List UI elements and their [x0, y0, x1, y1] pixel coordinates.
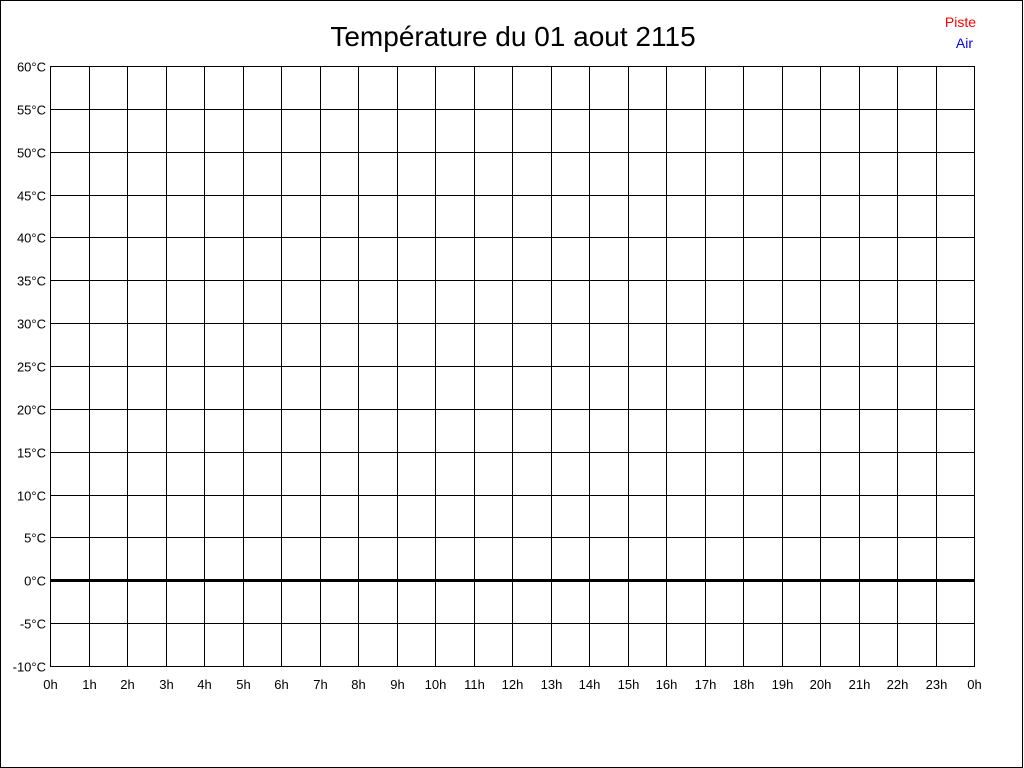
x-tick-label: 11h	[464, 677, 485, 692]
y-axis: 60°C 55°C 50°C 45°C 40°C 35°C 30°C 25°C 20°C 15°C…	[13, 60, 46, 675]
x-tick-label: 8h	[351, 677, 365, 692]
y-tick-label: 60°C	[17, 60, 46, 75]
legend-air: Air	[956, 35, 973, 51]
y-tick-label: 25°C	[17, 360, 46, 375]
x-tick-label: 18h	[733, 677, 755, 692]
y-tick-label: 0°C	[24, 574, 46, 589]
x-tick-label: 17h	[695, 677, 717, 692]
y-tick-label: 35°C	[17, 274, 46, 289]
x-tick-label: 14h	[579, 677, 601, 692]
x-tick-label: 13h	[541, 677, 563, 692]
x-tick-label: 2h	[120, 677, 134, 692]
x-tick-label: 22h	[887, 677, 909, 692]
y-tick-label: 15°C	[17, 446, 46, 461]
y-tick-label: 40°C	[17, 231, 46, 246]
grid	[50, 66, 975, 667]
x-tick-label: 6h	[274, 677, 288, 692]
legend-piste: Piste	[945, 14, 976, 30]
x-tick-label: 9h	[390, 677, 404, 692]
x-tick-label: 19h	[772, 677, 794, 692]
x-tick-label: 21h	[849, 677, 871, 692]
y-tick-label: 30°C	[17, 317, 46, 332]
x-tick-label: 10h	[425, 677, 447, 692]
y-tick-label: -10°C	[13, 660, 46, 675]
chart-title: Température du 01 aout 2115	[330, 21, 695, 52]
y-tick-label: 10°C	[17, 489, 46, 504]
x-tick-label: 7h	[313, 677, 327, 692]
x-tick-label: 3h	[159, 677, 173, 692]
y-tick-label: -5°C	[20, 617, 46, 632]
x-tick-label: 15h	[618, 677, 640, 692]
y-tick-label: 55°C	[17, 103, 46, 118]
x-tick-label: 0h	[967, 677, 981, 692]
x-tick-label: 0h	[43, 677, 57, 692]
x-tick-label: 4h	[197, 677, 211, 692]
y-tick-label: 45°C	[17, 189, 46, 204]
x-tick-label: 5h	[236, 677, 250, 692]
x-tick-label: 16h	[656, 677, 678, 692]
x-tick-label: 1h	[82, 677, 96, 692]
x-tick-label: 20h	[810, 677, 832, 692]
x-tick-label: 23h	[926, 677, 948, 692]
y-tick-label: 5°C	[24, 531, 46, 546]
y-tick-label: 20°C	[17, 403, 46, 418]
x-axis: 0h 1h 2h 3h 4h 5h 6h 7h 8h 9h 10h 11h 12h 13h 14h 15h 16…	[43, 677, 981, 692]
x-tick-label: 12h	[502, 677, 524, 692]
y-tick-label: 50°C	[17, 146, 46, 161]
